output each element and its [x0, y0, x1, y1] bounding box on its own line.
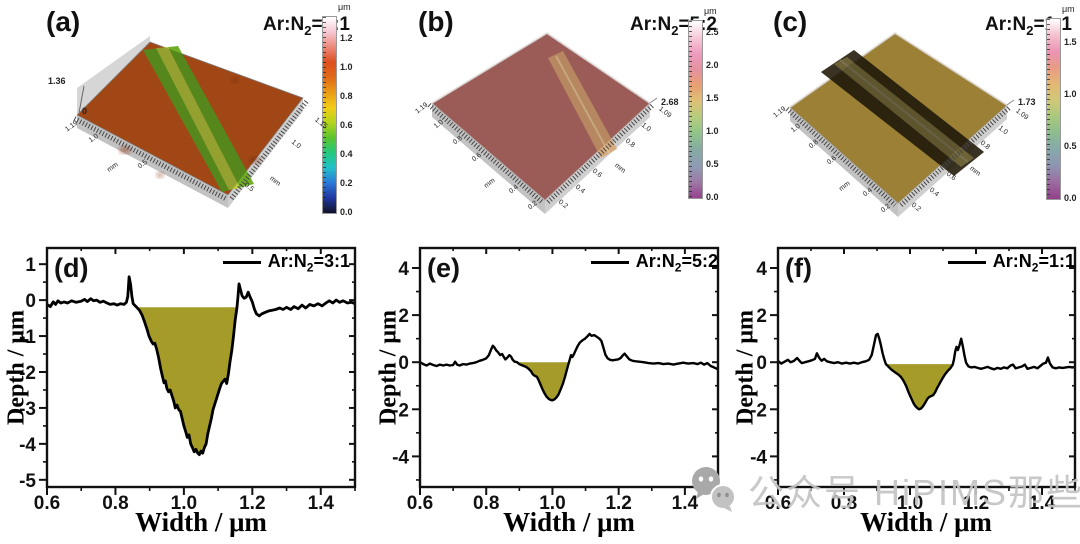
colorbar-tick-label: 0.0 [340, 207, 353, 217]
x-tick-label: 1.0 [897, 493, 923, 514]
wear-area-fill [517, 362, 569, 401]
y-tick-label: -4 [750, 447, 767, 468]
y-tick-label: 0 [25, 291, 36, 312]
colorbar-tick-label: 1.5 [706, 92, 719, 103]
colorbar-tick-label: 0.0 [1064, 193, 1077, 203]
x-tick-label: 1.2 [239, 493, 265, 514]
y-tick-label: -2 [750, 400, 767, 421]
depth-profile-chart-d: 0.6 0.8 1.0 1.2 1.4 1 0 -1 -2 -3 -4 -5 [19, 246, 357, 514]
colorbar-tick-label: 0.8 [340, 90, 353, 101]
y-tick-label: -2 [392, 400, 409, 421]
x-tick-label: 0.8 [473, 493, 499, 514]
x-tick-label: 1.4 [1029, 493, 1056, 514]
panel-label: (c) [773, 6, 808, 37]
z-max-label: 1.36 [48, 76, 66, 86]
y-tick-label: -2 [19, 363, 36, 384]
x-tick-label: 1.4 [308, 493, 335, 514]
surface-3d-map-a [73, 36, 309, 208]
x-tick-label: 0.8 [102, 493, 128, 514]
x-tick-label: 0.6 [34, 493, 60, 514]
x-tick-label: 1.4 [672, 493, 699, 514]
panel-c: (c) Ar:N2=1:1 1.73 μm 1.51.00.50.0 1.191… [725, 0, 1080, 235]
colorbar-tick-label: 1.0 [1064, 88, 1077, 99]
colorbar-tick-label: 1.5 [1064, 36, 1077, 47]
surface-3d-map-b [427, 32, 658, 214]
surface-texture [432, 33, 650, 200]
colorbar-gradient [322, 16, 337, 214]
y-tick-label: -4 [392, 447, 409, 468]
colorbar-tick-label: 0.5 [706, 158, 719, 169]
colorbar-tick-label: 1.0 [340, 61, 353, 72]
profile-curve [46, 275, 356, 457]
y-tick-label: -3 [19, 399, 36, 420]
y-tick-label: -1 [19, 327, 36, 348]
z-axis-line [1006, 99, 1015, 106]
colorbar-unit: μm [338, 2, 351, 12]
panel-a: (a) Ar:N2=3:1 1.36 0 μm 1.2 1.0 0.8 0.6 0.4 0… [0, 0, 370, 235]
front-left-wall [432, 103, 545, 214]
y-tick-label: 2 [756, 306, 767, 327]
x-tick-label: 1.0 [539, 493, 565, 514]
panel-label: (a) [46, 6, 81, 37]
x-tick-label: 0.6 [765, 493, 791, 514]
watermark-text: 公众号 HiPIMS那些事 [748, 472, 1080, 513]
x-tick-label: 1.2 [963, 493, 989, 514]
wear-area-fill [885, 364, 953, 410]
z-min-label: 0 [82, 106, 88, 116]
x-tick-label: 0.6 [407, 493, 433, 514]
front-right-wall [545, 103, 650, 214]
plot-frame [776, 246, 1077, 489]
y-tick-label: -4 [19, 435, 36, 456]
plot-frame [45, 246, 357, 489]
x-tick-label: 0.8 [831, 493, 857, 514]
panel-e: 0.6 0.8 1.0 1.2 1.4 4 2 0 -2 -4 (e) Ar:N2=5:2 Dep… [370, 235, 725, 544]
y-tick-label: 0 [398, 353, 409, 374]
colorbar-unit: μm [704, 6, 717, 16]
colorbar-unit: μm [1062, 4, 1075, 14]
colorbar-tick-label: 2.0 [706, 59, 719, 70]
colorbar-tick-label: 0.4 [340, 148, 353, 159]
wechat-bubbles-icon [692, 467, 736, 512]
panel-title: Ar:N2=3:1 [263, 14, 350, 38]
colorbar-tick-label: 2.5 [706, 26, 719, 37]
plot-frame [418, 246, 720, 489]
y-tick-label: 4 [756, 259, 767, 280]
surface-texture [790, 33, 1007, 203]
z-axis-line [649, 97, 658, 104]
colorbar-tick-label: 0.0 [706, 192, 719, 202]
axis-tick-comb-right [899, 105, 1012, 207]
panel-d: 0.6 0.8 1.0 1.2 1.4 1 0 -1 -2 -3 -4 -5 (d) Ar:N2=3:… [0, 235, 370, 544]
colorbar-tick-label: 0.6 [340, 119, 353, 130]
y-tick-label: 1 [25, 255, 36, 276]
surface-spot [156, 172, 164, 178]
colorbar-tick-label: 0.5 [1064, 140, 1077, 151]
z-max-label: 1.73 [1018, 97, 1036, 107]
surface-3d-map-c [785, 32, 1015, 217]
panel-label: (b) [418, 6, 454, 37]
watermark: 公众号 HiPIMS那些事 [688, 464, 1080, 516]
colorbar-gradient [1046, 18, 1061, 200]
profile-curve [777, 332, 1076, 411]
depth-profile-chart-e: 0.6 0.8 1.0 1.2 1.4 4 2 0 -2 -4 [392, 246, 720, 514]
colorbar-gradient [688, 20, 703, 199]
panel-title: Ar:N2=5:2 [630, 14, 717, 38]
y-tick-label: 2 [398, 306, 409, 327]
x-tick-label: 1.2 [605, 493, 631, 514]
colorbar-tick-label: 1.2 [340, 32, 353, 43]
z-axis-line [78, 85, 85, 114]
y-tick-label: -5 [19, 471, 36, 492]
x-tick-label: 1.0 [171, 493, 197, 514]
profile-curve [419, 332, 719, 402]
z-max-label: 2.68 [661, 97, 679, 107]
axis-tick-comb-right [229, 99, 309, 201]
colorbar-tick-label: 0.2 [340, 177, 353, 188]
axis-tick-comb-right [546, 103, 655, 204]
colorbar-tick-label: 1.0 [706, 125, 719, 136]
y-tick-label: 0 [756, 353, 767, 374]
panel-b: (b) Ar:N2=5:2 2.68 μm 2.5 2.0 1.5 1.0 0.5 0.0… [370, 0, 725, 235]
depth-profile-chart-f: 0.6 0.8 1.0 1.2 1.4 4 2 0 -2 -4 [750, 246, 1077, 514]
axis-tick-comb-left [427, 103, 544, 204]
y-tick-label: 4 [398, 259, 409, 280]
